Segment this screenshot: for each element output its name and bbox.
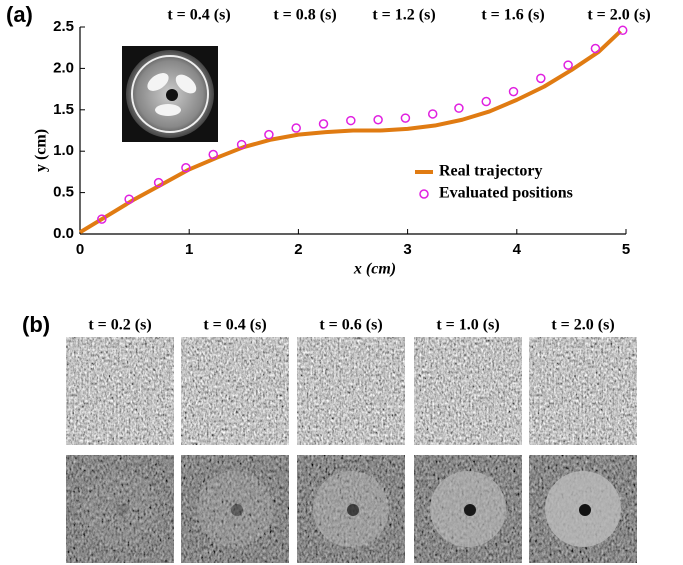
reconstruction-core	[116, 504, 128, 516]
noise-image	[414, 337, 522, 445]
reconstruction-disk	[82, 471, 158, 547]
annotation: t = 0.4 (s)	[167, 7, 230, 24]
noise-image	[297, 337, 405, 445]
reconstruction-core	[579, 504, 591, 516]
annotation: t = 0.8 (s)	[273, 7, 336, 24]
noise-image	[181, 337, 289, 445]
trajectory-line	[78, 29, 622, 235]
x-tick-label: 0	[76, 241, 84, 258]
legend-label: Real trajectory	[439, 163, 543, 180]
y-tick-label: 0.5	[53, 184, 74, 201]
x-tick-label: 2	[294, 241, 302, 258]
position-marker	[454, 103, 464, 113]
position-marker	[346, 115, 356, 126]
inset-photo	[122, 46, 218, 142]
panel-label: (b)	[22, 312, 50, 337]
position-marker	[264, 129, 274, 140]
noise-image	[66, 337, 174, 445]
panel-label: (a)	[6, 2, 33, 27]
reconstruction-image	[181, 455, 289, 563]
reconstruction-disk	[197, 471, 273, 547]
position-marker	[536, 73, 546, 84]
y-tick-label: 0.0	[53, 225, 74, 242]
position-marker	[400, 113, 411, 123]
noise-image	[529, 337, 637, 445]
x-tick-label: 5	[622, 241, 630, 258]
column-label: t = 2.0 (s)	[551, 317, 614, 334]
position-marker	[208, 149, 218, 160]
annotation: t = 2.0 (s)	[587, 7, 650, 24]
position-marker	[427, 109, 438, 119]
position-marker	[318, 119, 329, 129]
y-tick-label: 2.0	[53, 59, 74, 76]
y-tick-label: 1.5	[53, 101, 74, 118]
position-marker	[181, 163, 191, 173]
x-tick-label: 3	[403, 241, 411, 258]
position-marker	[97, 214, 107, 224]
position-marker	[373, 114, 383, 125]
position-marker	[481, 96, 491, 107]
x-axis-label: x (cm)	[353, 261, 396, 278]
annotation: t = 1.6 (s)	[481, 7, 544, 24]
reconstruction-core	[231, 504, 243, 516]
position-marker	[236, 139, 247, 150]
x-tick-label: 4	[513, 241, 522, 258]
reconstruction-core	[347, 504, 359, 516]
position-marker	[508, 86, 519, 97]
position-marker	[124, 194, 134, 204]
position-marker	[563, 60, 573, 70]
column-label: t = 0.6 (s)	[319, 317, 382, 334]
position-marker	[617, 25, 628, 36]
reconstruction-core	[464, 504, 476, 516]
column-label: t = 0.4 (s)	[203, 317, 266, 334]
column-label: t = 0.2 (s)	[88, 317, 151, 334]
y-tick-label: 1.0	[53, 142, 74, 159]
legend-swatch	[419, 189, 429, 199]
reconstruction-image	[66, 455, 174, 563]
annotation: t = 1.2 (s)	[372, 7, 435, 24]
x-tick-label: 1	[185, 241, 193, 258]
column-label: t = 1.0 (s)	[436, 317, 499, 334]
position-marker	[590, 43, 601, 54]
position-marker	[153, 177, 164, 188]
legend-label: Evaluated positions	[439, 185, 573, 202]
position-marker	[291, 123, 301, 133]
y-axis-label: y (cm)	[33, 129, 50, 172]
y-tick-label: 2.5	[53, 18, 74, 35]
